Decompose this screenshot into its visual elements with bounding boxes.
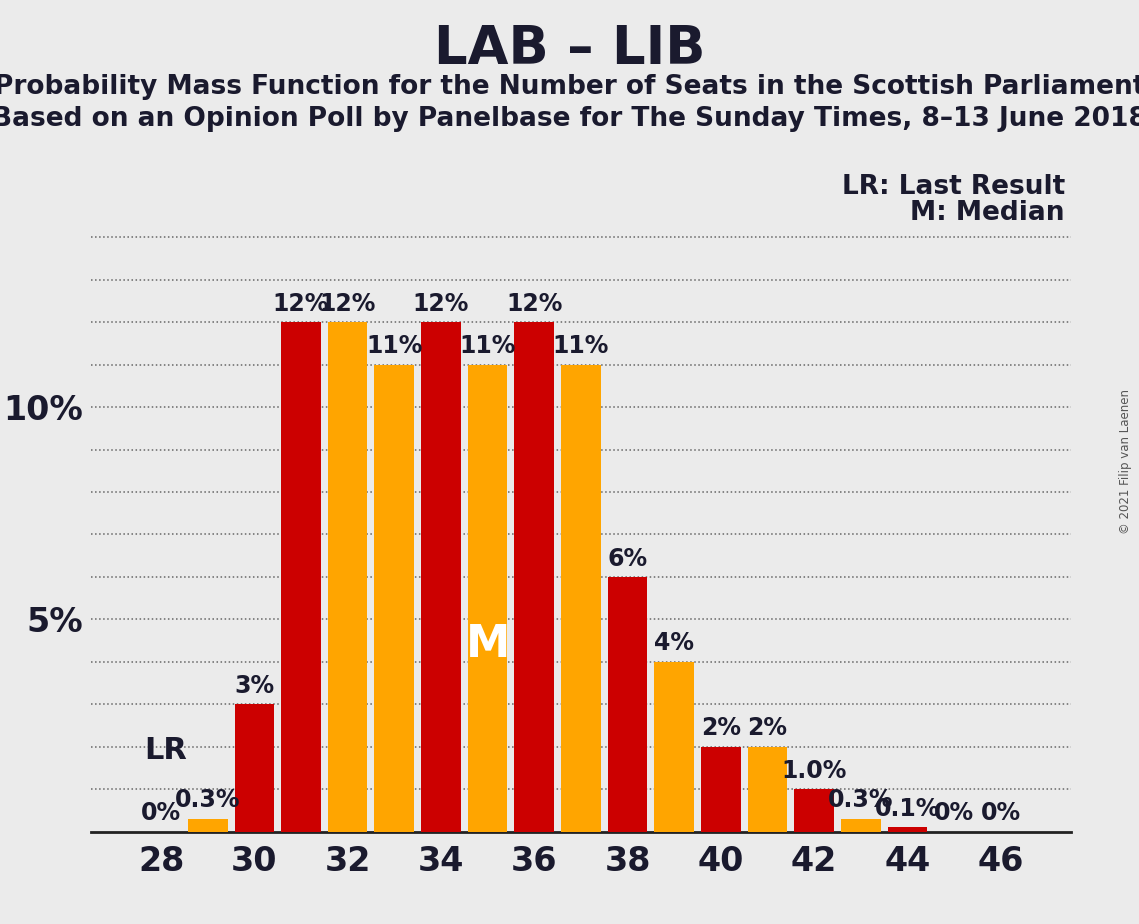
Text: 2%: 2% [747,716,787,740]
Bar [328,322,368,832]
Text: 0%: 0% [981,801,1021,825]
Text: 0%: 0% [934,801,974,825]
Text: M: Median: M: Median [910,200,1065,225]
Text: © 2021 Filip van Laenen: © 2021 Filip van Laenen [1118,390,1132,534]
Bar [281,322,321,832]
Bar [794,789,834,832]
Text: 1.0%: 1.0% [781,759,846,783]
Bar [375,365,415,832]
Bar [188,819,228,832]
Bar [654,662,694,832]
Text: 11%: 11% [366,334,423,359]
Text: 12%: 12% [273,292,329,316]
Text: 6%: 6% [607,546,648,570]
Text: LR: LR [145,736,187,765]
Text: 12%: 12% [319,292,376,316]
Text: Probability Mass Function for the Number of Seats in the Scottish Parliament: Probability Mass Function for the Number… [0,74,1139,100]
Text: 2%: 2% [700,716,740,740]
Text: 11%: 11% [552,334,609,359]
Bar [887,827,927,832]
Text: 12%: 12% [412,292,469,316]
Text: 4%: 4% [654,631,694,655]
Text: 0%: 0% [141,801,181,825]
Text: 12%: 12% [506,292,563,316]
Text: Based on an Opinion Poll by Panelbase for The Sunday Times, 8–13 June 2018: Based on an Opinion Poll by Panelbase fo… [0,106,1139,132]
Text: LR: Last Result: LR: Last Result [842,174,1065,200]
Text: 11%: 11% [459,334,516,359]
Text: 0.3%: 0.3% [828,788,893,812]
Bar [700,747,740,832]
Text: M: M [466,624,510,666]
Text: 3%: 3% [235,674,274,698]
Bar [235,704,274,832]
Bar [841,819,880,832]
Text: LAB – LIB: LAB – LIB [434,23,705,75]
Text: 0.3%: 0.3% [175,788,240,812]
Bar [608,577,647,832]
Bar [468,365,508,832]
Bar [515,322,554,832]
Bar [747,747,787,832]
Bar [421,322,461,832]
Bar [562,365,600,832]
Text: 0.1%: 0.1% [875,797,940,821]
